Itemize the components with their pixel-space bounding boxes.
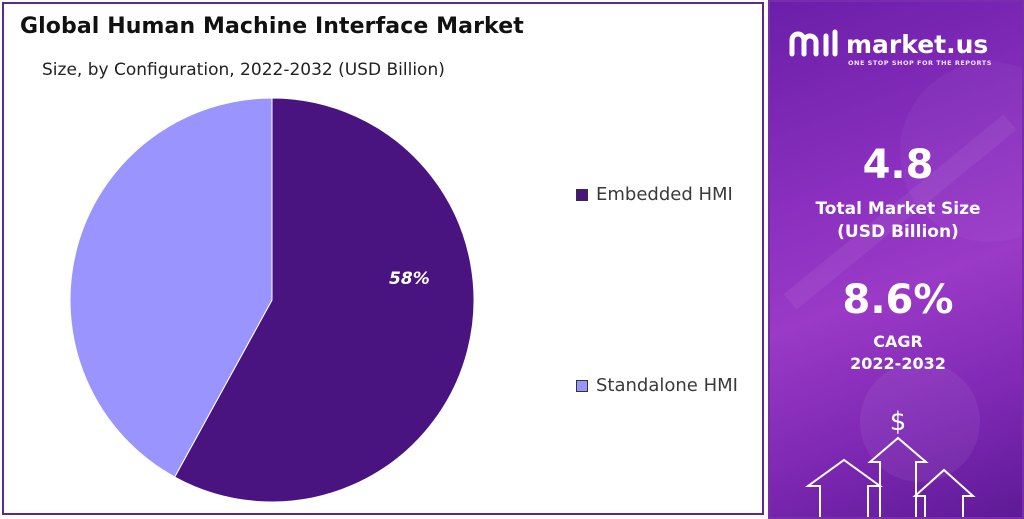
legend-item-standalone: Standalone HMI: [576, 375, 738, 396]
pie-slice-standalone: [69, 97, 273, 478]
arrow-up-icon: [804, 436, 976, 517]
brand-name: market.us: [846, 29, 989, 59]
legend-label-standalone: Standalone HMI: [596, 375, 738, 396]
brand-logo: market.us: [788, 28, 988, 60]
market-size-label: Total Market Size: [815, 199, 981, 219]
cagr-value: 8.6%: [842, 277, 954, 323]
chart-panel: Global Human Machine Interface Market Si…: [2, 2, 764, 515]
background-decoration: [783, 62, 1022, 482]
brand-tagline: ONE STOP SHOP FOR THE REPORTS: [848, 59, 992, 67]
growth-illustration: $: [804, 407, 976, 517]
cagr-label: CAGR: [873, 332, 923, 351]
legend-item-embedded: Embedded HMI: [576, 184, 733, 205]
legend-swatch-embedded: [576, 188, 588, 201]
pie-slice-embedded: [174, 97, 475, 503]
legend-label-embedded: Embedded HMI: [596, 184, 733, 205]
chart-title: Global Human Machine Interface Market: [20, 14, 524, 39]
pie-data-label-embedded: 58%: [389, 269, 430, 289]
cagr-period: 2022-2032: [850, 354, 946, 373]
chart-subtitle: Size, by Configuration, 2022-2032 (USD B…: [42, 60, 445, 80]
svg-text:$: $: [890, 407, 907, 437]
market-size-value: 4.8: [862, 142, 934, 188]
logo-icon: [789, 29, 838, 57]
legend-swatch-standalone: [576, 379, 588, 392]
dollar-icon: $: [890, 407, 907, 437]
pie-chart: 58%: [69, 97, 475, 503]
market-size-unit: (USD Billion): [837, 222, 959, 242]
stats-panel: market.us ONE STOP SHOP FOR THE REPORTS …: [768, 0, 1024, 519]
